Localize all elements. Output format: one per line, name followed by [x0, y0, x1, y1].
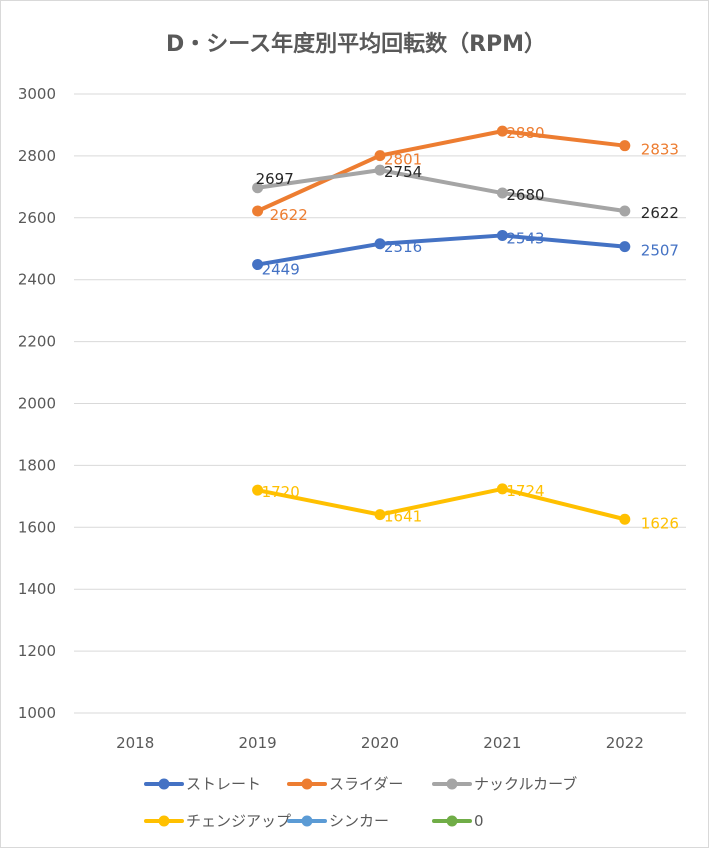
legend-marker — [301, 815, 313, 827]
chart-title: D・シース年度別平均回転数（RPM） — [166, 31, 546, 57]
data-label: 2622 — [270, 206, 308, 224]
data-label: 2880 — [506, 124, 544, 142]
data-point — [496, 229, 508, 241]
data-label: 2697 — [256, 170, 294, 188]
data-point — [252, 259, 264, 271]
data-point — [252, 205, 264, 217]
legend-marker — [446, 815, 458, 827]
y-tick-label: 3000 — [18, 85, 56, 103]
legend-label: ストレート — [186, 775, 261, 793]
data-point — [496, 483, 508, 495]
x-axis-ticks: 2018 2019 2020 2021 2022 — [116, 734, 644, 752]
legend-label: ナックルカーブ — [474, 775, 577, 793]
data-label: 1724 — [506, 482, 544, 500]
data-label: 1720 — [262, 483, 300, 501]
data-point — [252, 484, 264, 496]
data-label: 2543 — [506, 229, 544, 247]
series-line — [255, 233, 627, 267]
x-tick-label: 2018 — [116, 734, 154, 752]
y-tick-label: 2800 — [18, 147, 56, 165]
y-tick-label: 1200 — [18, 642, 56, 660]
legend-marker — [446, 778, 458, 790]
y-tick-label: 2200 — [18, 333, 56, 351]
gridlines — [74, 93, 686, 714]
data-labels: 2449 2516 2543 2507 2622 2801 2880 2833 2697 2754… — [256, 124, 679, 532]
data-point — [619, 205, 631, 217]
data-point — [252, 182, 264, 194]
x-tick-label: 2022 — [606, 734, 644, 752]
data-point — [374, 238, 386, 250]
data-point — [374, 150, 386, 162]
data-label: 2516 — [384, 238, 422, 256]
data-label: 1641 — [384, 508, 422, 526]
series-layer — [252, 125, 631, 525]
y-tick-label: 2600 — [18, 209, 56, 227]
y-tick-label: 1000 — [18, 704, 56, 722]
data-label: 1626 — [641, 514, 679, 532]
legend-label: スライダー — [329, 775, 403, 793]
data-point — [619, 513, 631, 525]
series-line — [255, 168, 627, 213]
data-label: 2833 — [641, 141, 679, 159]
data-point — [619, 140, 631, 152]
data-point — [374, 164, 386, 176]
y-axis-ticks: 1000 1200 1400 1600 1800 2000 2200 2400 2600 2800… — [18, 85, 56, 722]
y-tick-label: 2000 — [18, 395, 56, 413]
data-label: 2449 — [262, 261, 300, 279]
legend-marker — [158, 778, 170, 790]
data-point — [496, 125, 508, 137]
x-tick-label: 2019 — [239, 734, 277, 752]
series-line — [255, 129, 627, 213]
legend-marker — [158, 815, 170, 827]
legend-label: チェンジアップ — [186, 812, 291, 830]
y-tick-label: 1800 — [18, 456, 56, 474]
legend-label: 0 — [474, 812, 484, 830]
data-point — [374, 509, 386, 521]
data-point — [496, 187, 508, 199]
data-point — [619, 241, 631, 253]
series-line — [255, 486, 627, 522]
data-label: 2507 — [641, 242, 679, 260]
data-label: 2680 — [506, 186, 544, 204]
y-tick-label: 1400 — [18, 580, 56, 598]
data-label: 2622 — [641, 204, 679, 222]
y-tick-label: 2400 — [18, 271, 56, 289]
legend-label: シンカー — [329, 812, 389, 830]
x-tick-label: 2021 — [483, 734, 521, 752]
data-label: 2801 — [384, 151, 422, 169]
data-label: 2754 — [384, 163, 422, 181]
y-tick-label: 1600 — [18, 518, 56, 536]
legend-marker — [301, 778, 313, 790]
x-tick-label: 2020 — [361, 734, 399, 752]
